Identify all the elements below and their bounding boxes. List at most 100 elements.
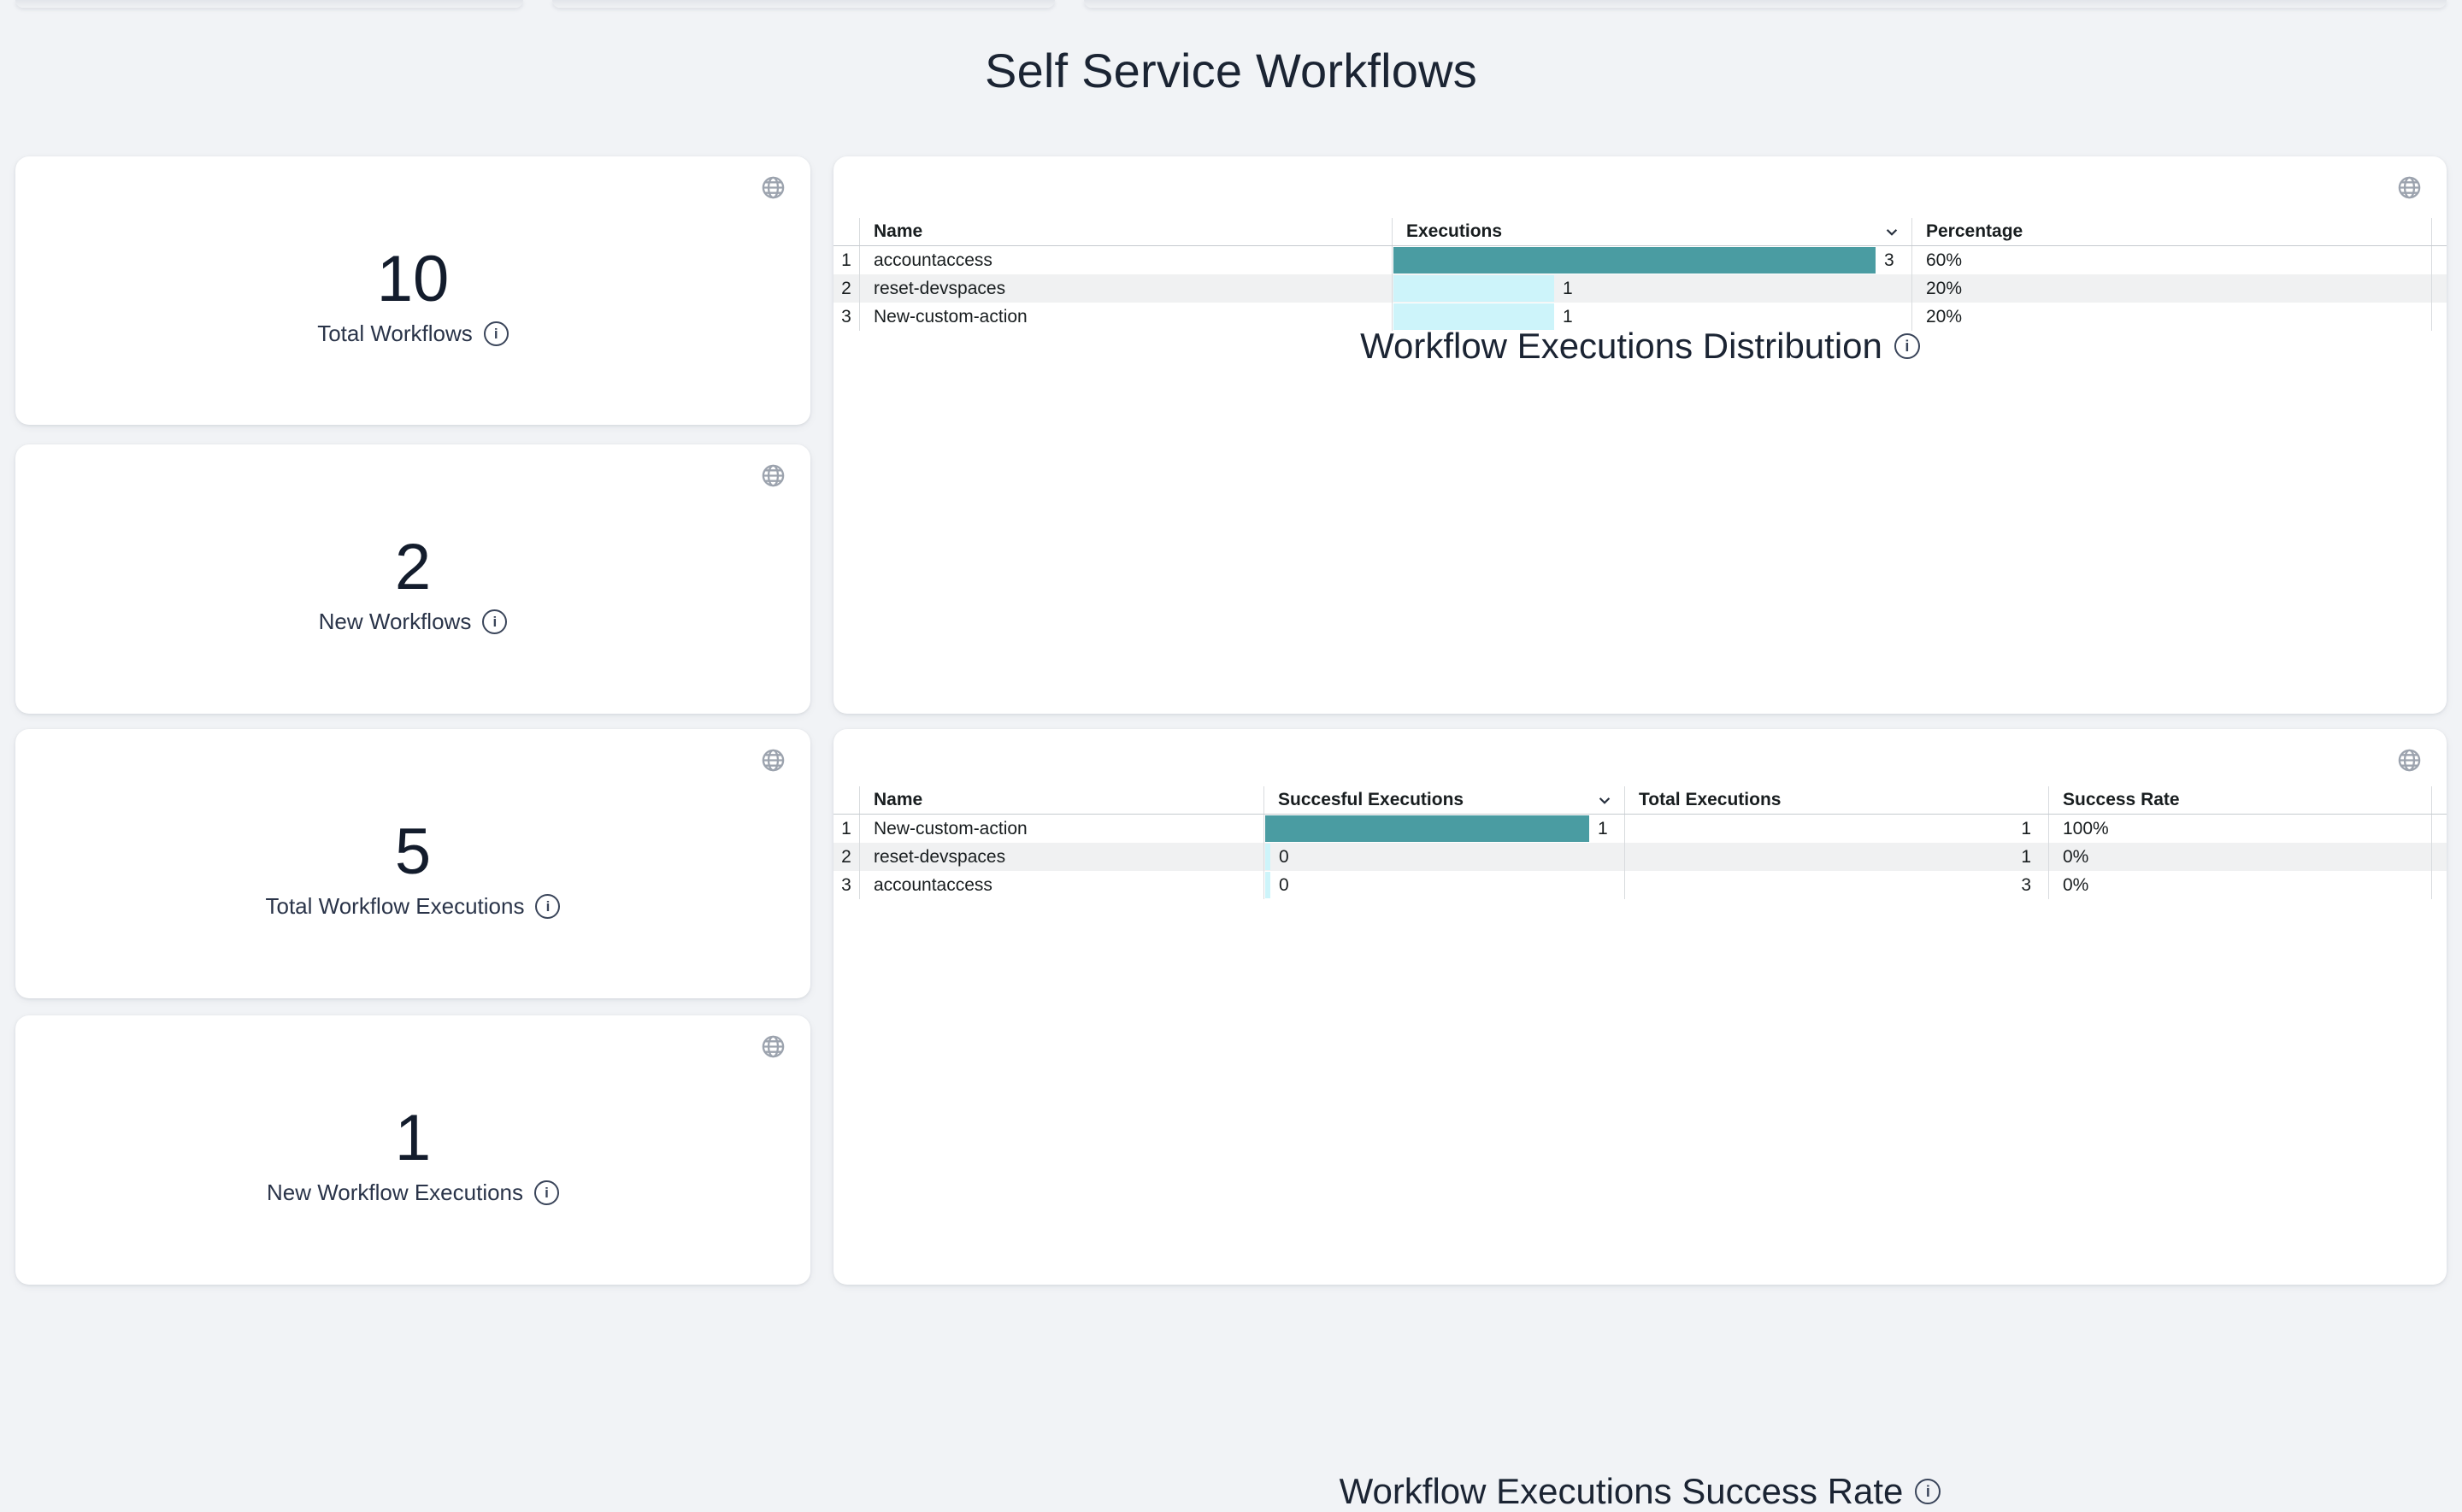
workflow-name-cell: reset-devspaces (859, 843, 1263, 871)
stat-card-total-workflows: 10 Total Workflows i (15, 156, 810, 425)
executions-bar-cell: 1 (1392, 274, 1911, 303)
successful-executions-bar (1265, 844, 1270, 870)
percentage-cell: 60% (1911, 246, 2431, 274)
successful-executions-bar-cell: 0 (1263, 871, 1624, 899)
page-title: Self Service Workflows (985, 44, 1477, 97)
executions-bar (1393, 303, 1554, 330)
table-row: 1 New-custom-action 1 1 100% (833, 815, 2447, 843)
table-scroll-gutter (2431, 218, 2447, 245)
stat-card-total-workflow-executions: 5 Total Workflow Executions i (15, 729, 810, 998)
info-icon[interactable]: i (483, 321, 509, 346)
workflow-name-cell: New-custom-action (859, 815, 1263, 843)
table-row: 3 New-custom-action 1 20% (833, 303, 2447, 331)
row-number: 2 (841, 278, 851, 298)
table-row: 2 reset-devspaces 0 1 0% (833, 843, 2447, 871)
executions-bar (1393, 275, 1554, 302)
workflow-name-cell: reset-devspaces (859, 274, 1392, 303)
table-row: 3 accountaccess 0 3 0% (833, 871, 2447, 899)
successful-executions-bar (1265, 872, 1270, 898)
column-header-total-executions[interactable]: Total Executions (1624, 786, 2048, 814)
workflow-name-cell: accountaccess (859, 246, 1392, 274)
scrolled-card-edge (552, 0, 1055, 8)
executions-bar (1393, 247, 1876, 274)
stat-label-row: New Workflow Executions i (15, 1180, 810, 1206)
success-rate-card: Workflow Executions Success Rate i Name … (833, 729, 2447, 1511)
successful-executions-bar (1265, 815, 1589, 842)
table-scroll-gutter (2431, 871, 2447, 899)
stat-label-row: Total Workflow Executions i (15, 893, 810, 920)
total-executions-cell: 1 (1624, 815, 2048, 843)
scrolled-card-edge (1084, 0, 2447, 8)
globe-icon[interactable] (759, 1033, 786, 1060)
table-scroll-gutter (2431, 246, 2447, 274)
globe-icon[interactable] (2395, 746, 2423, 774)
info-icon[interactable]: i (535, 894, 561, 919)
stat-value: 5 (394, 815, 432, 888)
column-header-percentage[interactable]: Percentage (1911, 218, 2431, 245)
info-icon[interactable]: i (482, 609, 508, 634)
table-scroll-gutter (2431, 786, 2447, 814)
card-title: Workflow Executions Success Rate (1339, 1471, 1904, 1511)
chevron-down-icon[interactable] (1593, 789, 1616, 811)
workflow-name-cell: accountaccess (859, 871, 1263, 899)
info-icon[interactable]: i (1915, 1479, 1941, 1504)
row-number-header (833, 218, 859, 245)
stat-card-new-workflows: 2 New Workflows i (15, 444, 810, 714)
row-number: 2 (841, 846, 851, 867)
table-row: 1 accountaccess 3 60% (833, 246, 2447, 274)
executions-value: 1 (1563, 278, 1573, 298)
percentage-cell: 20% (1911, 303, 2431, 331)
table-header-row: Name Executions Percentage (833, 218, 2447, 246)
column-header-executions[interactable]: Executions (1392, 218, 1911, 245)
table-scroll-gutter (2431, 303, 2447, 331)
row-number: 1 (841, 250, 851, 270)
row-number-header (833, 786, 859, 814)
successful-executions-value: 0 (1279, 874, 1289, 895)
card-title-row: Workflow Executions Distribution i (833, 326, 2447, 367)
card-title-row: Workflow Executions Success Rate i (833, 1471, 2447, 1512)
success-rate-cell: 0% (2048, 843, 2431, 871)
row-number: 3 (841, 306, 851, 327)
distribution-table: Name Executions Percentage 1 accountacce… (833, 218, 2447, 331)
card-title: Workflow Executions Distribution (1360, 326, 1882, 366)
row-number: 1 (841, 818, 851, 838)
info-icon[interactable]: i (1894, 333, 1920, 359)
success-rate-table: Name Succesful Executions Total Executio… (833, 786, 2447, 899)
globe-icon[interactable] (759, 746, 786, 774)
column-header-success-rate[interactable]: Success Rate (2048, 786, 2431, 814)
executions-bar-cell: 3 (1392, 246, 1911, 274)
table-row: 2 reset-devspaces 1 20% (833, 274, 2447, 303)
globe-icon[interactable] (759, 462, 786, 489)
executions-bar-cell: 1 (1392, 303, 1911, 331)
stat-card-new-workflow-executions: 1 New Workflow Executions i (15, 1015, 810, 1285)
successful-executions-value: 1 (1598, 818, 1608, 838)
globe-icon[interactable] (2395, 174, 2423, 201)
stat-label: New Workflows (318, 609, 472, 634)
table-header-row: Name Succesful Executions Total Executio… (833, 786, 2447, 815)
success-rate-cell: 100% (2048, 815, 2431, 843)
stat-label-row: New Workflows i (15, 609, 810, 635)
globe-icon[interactable] (759, 174, 786, 201)
column-header-name[interactable]: Name (859, 786, 1263, 814)
table-scroll-gutter (2431, 843, 2447, 871)
column-header-label: Executions (1406, 221, 1503, 241)
scrolled-card-edge (15, 0, 523, 8)
stat-label-row: Total Workflows i (15, 321, 810, 347)
successful-executions-bar-cell: 1 (1263, 815, 1624, 843)
successful-executions-bar-cell: 0 (1263, 843, 1624, 871)
success-rate-cell: 0% (2048, 871, 2431, 899)
stat-label: New Workflow Executions (266, 1180, 524, 1205)
info-icon[interactable]: i (534, 1180, 560, 1205)
row-number: 3 (841, 874, 851, 895)
stat-value: 10 (376, 243, 450, 315)
successful-executions-value: 0 (1279, 846, 1289, 867)
executions-value: 1 (1563, 306, 1573, 327)
column-header-label: Succesful Executions (1278, 790, 1464, 809)
column-header-successful-executions[interactable]: Succesful Executions (1263, 786, 1624, 814)
total-executions-cell: 1 (1624, 843, 2048, 871)
stat-label: Total Workflows (317, 321, 473, 346)
chevron-down-icon[interactable] (1881, 221, 1903, 243)
table-scroll-gutter (2431, 815, 2447, 843)
column-header-name[interactable]: Name (859, 218, 1392, 245)
stat-value: 2 (394, 531, 432, 603)
